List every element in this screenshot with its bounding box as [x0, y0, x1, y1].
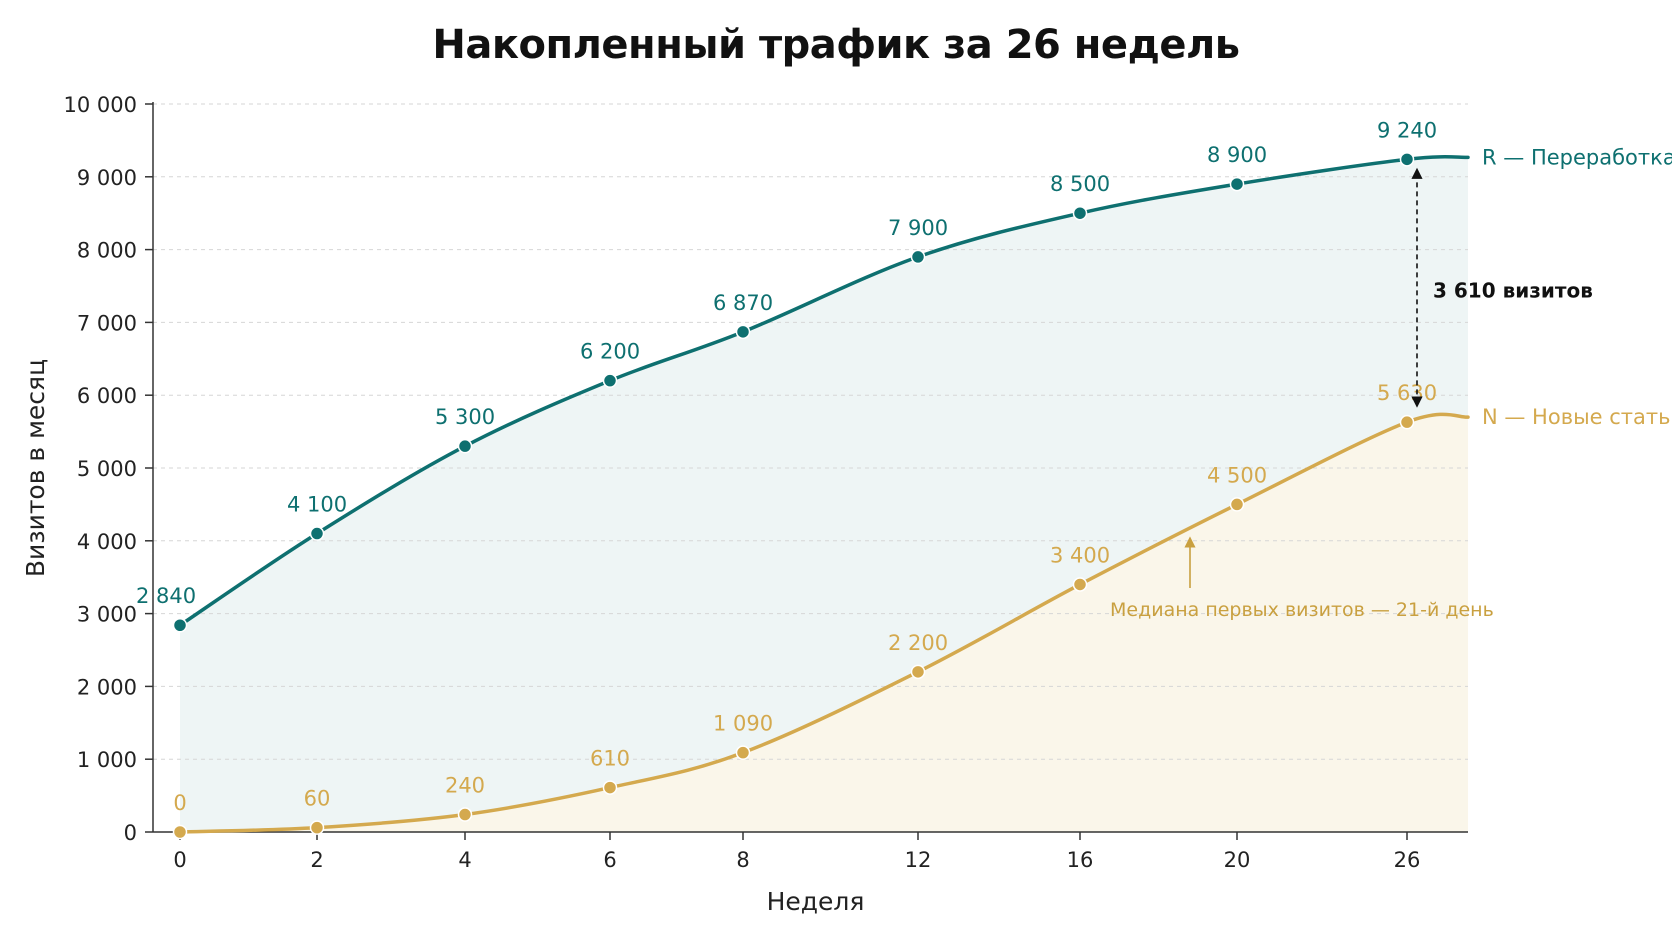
point-n-12 — [910, 664, 926, 680]
point-n-8 — [735, 745, 751, 760]
data-label-n-12: 2 200 — [888, 631, 948, 655]
data-label-n-8: 1 090 — [713, 712, 773, 736]
point-r-16 — [1072, 205, 1088, 221]
y-tick-label-6000: 6 000 — [77, 384, 137, 408]
point-r-0 — [172, 617, 188, 633]
data-label-r-12: 7 900 — [888, 216, 948, 240]
data-label-r-20: 8 900 — [1207, 143, 1267, 167]
data-label-r-8: 6 870 — [713, 291, 773, 315]
point-n-20 — [1229, 497, 1245, 512]
note-label: Медиана первых визитов — 21-й день — [1110, 599, 1494, 621]
data-label-r-6: 6 200 — [580, 340, 640, 364]
series-line-n — [178, 412, 1470, 834]
gap-label: 3 610 визитов — [1433, 279, 1593, 303]
point-r-4 — [457, 438, 473, 454]
y-tick-label-7000: 7 000 — [77, 311, 137, 335]
data-label-n-2: 60 — [304, 787, 331, 811]
x-tick-label-0: 0 — [173, 848, 186, 872]
data-label-r-4: 5 300 — [435, 405, 495, 429]
point-n-16 — [1072, 577, 1088, 592]
data-label-n-26: 5 630 — [1377, 381, 1437, 405]
x-tick-label-6: 6 — [603, 848, 616, 872]
x-tick-label-20: 20 — [1224, 848, 1251, 872]
area-fill-n — [180, 414, 1468, 832]
point-r-12 — [910, 249, 926, 265]
data-label-r-16: 8 500 — [1050, 172, 1110, 196]
point-r-8 — [735, 324, 751, 340]
data-label-r-0: 2 840 — [136, 584, 196, 608]
x-tick-label-4: 4 — [458, 848, 471, 872]
data-label-r-26: 9 240 — [1377, 118, 1437, 142]
series-line-r — [178, 155, 1470, 627]
data-label-n-16: 3 400 — [1050, 543, 1110, 567]
x-tick-label-2: 2 — [310, 848, 323, 872]
y-tick-label-2000: 2 000 — [77, 675, 137, 699]
y-tick-label-3000: 3 000 — [77, 603, 137, 627]
x-tick-label-26: 26 — [1394, 848, 1421, 872]
x-axis-title: Неделя — [767, 887, 865, 916]
y-tick-label-1000: 1 000 — [77, 748, 137, 772]
point-n-6 — [602, 780, 618, 795]
x-tick-label-16: 16 — [1067, 848, 1094, 872]
x-tick-label-12: 12 — [905, 848, 932, 872]
point-n-4 — [457, 807, 473, 822]
y-tick-label-10000: 10 000 — [64, 93, 137, 117]
point-r-6 — [602, 373, 618, 388]
y-tick-label-0: 0 — [124, 821, 137, 845]
point-r-26 — [1399, 152, 1415, 167]
data-label-r-2: 4 100 — [287, 493, 347, 517]
data-label-n-6: 610 — [590, 747, 630, 771]
y-axis-title: Визитов в месяц — [21, 359, 50, 577]
y-tick-label-9000: 9 000 — [77, 166, 137, 190]
point-n-2 — [309, 820, 325, 835]
x-tick-label-8: 8 — [736, 848, 749, 872]
data-label-n-4: 240 — [445, 774, 485, 798]
chart-title: Накопленный трафик за 26 недель — [432, 22, 1240, 68]
data-label-n-20: 4 500 — [1207, 463, 1267, 487]
point-n-26 — [1399, 414, 1415, 430]
y-tick-label-8000: 8 000 — [77, 239, 137, 263]
y-tick-label-5000: 5 000 — [77, 457, 137, 481]
series-label-n: N — Новые статьи — [1482, 405, 1672, 429]
point-n-0 — [172, 824, 188, 840]
series-label-r: R — Переработка — [1482, 145, 1672, 169]
data-label-n-0: 0 — [173, 791, 186, 815]
point-r-2 — [309, 526, 325, 541]
point-r-20 — [1229, 176, 1245, 192]
y-tick-label-4000: 4 000 — [77, 530, 137, 554]
